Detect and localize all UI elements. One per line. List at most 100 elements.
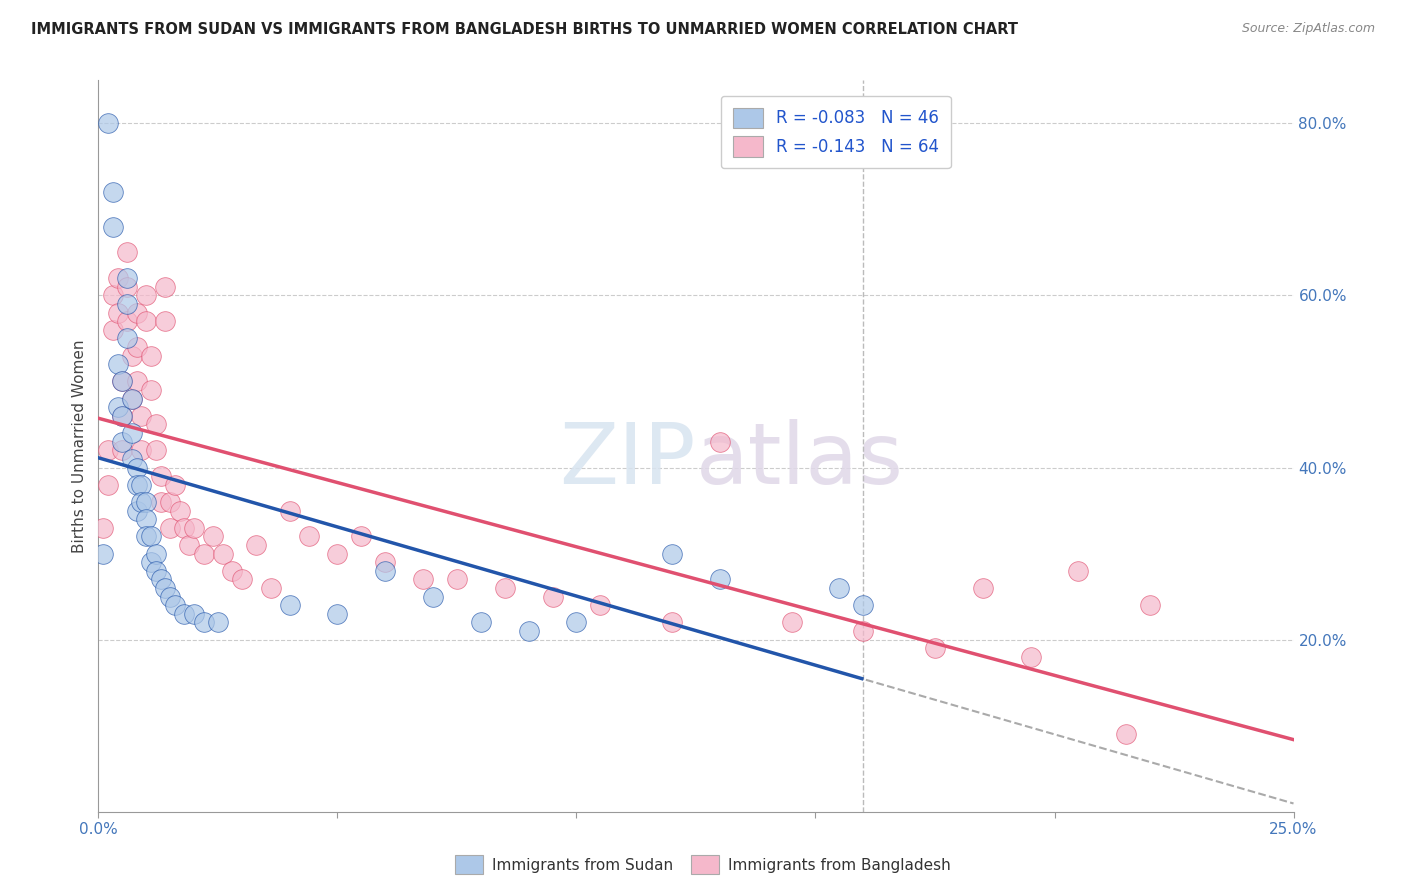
Point — [159, 521, 181, 535]
Point — [972, 581, 994, 595]
Point — [131, 477, 153, 491]
Point — [125, 503, 148, 517]
Point — [709, 573, 731, 587]
Point — [412, 573, 434, 587]
Point — [97, 116, 120, 130]
Point — [350, 529, 373, 543]
Point — [101, 185, 124, 199]
Point — [91, 547, 114, 561]
Point — [91, 521, 114, 535]
Point — [111, 409, 134, 423]
Point — [115, 245, 138, 260]
Point — [828, 581, 851, 595]
Point — [159, 590, 181, 604]
Point — [231, 573, 253, 587]
Legend: R = -0.083   N = 46, R = -0.143   N = 64: R = -0.083 N = 46, R = -0.143 N = 64 — [721, 96, 950, 169]
Point — [374, 564, 396, 578]
Point — [135, 529, 157, 543]
Point — [125, 305, 148, 319]
Point — [183, 607, 205, 621]
Point — [145, 417, 167, 432]
Point — [183, 521, 205, 535]
Point — [111, 375, 134, 389]
Point — [780, 615, 803, 630]
Point — [661, 615, 683, 630]
Point — [115, 331, 138, 345]
Point — [259, 581, 281, 595]
Point — [163, 477, 186, 491]
Point — [121, 451, 143, 466]
Point — [115, 314, 138, 328]
Point — [121, 392, 143, 406]
Point — [107, 357, 129, 371]
Point — [111, 434, 134, 449]
Point — [125, 460, 148, 475]
Point — [924, 641, 946, 656]
Point — [326, 607, 349, 621]
Point — [115, 271, 138, 285]
Point — [149, 469, 172, 483]
Point — [121, 392, 143, 406]
Point — [470, 615, 492, 630]
Point — [107, 305, 129, 319]
Point — [155, 280, 177, 294]
Point — [131, 443, 153, 458]
Point — [125, 477, 148, 491]
Point — [139, 529, 162, 543]
Point — [173, 607, 195, 621]
Point — [135, 512, 157, 526]
Point — [139, 383, 162, 397]
Point — [494, 581, 516, 595]
Point — [97, 477, 120, 491]
Point — [1139, 598, 1161, 612]
Point — [207, 615, 229, 630]
Point — [374, 555, 396, 569]
Point — [145, 547, 167, 561]
Point — [145, 443, 167, 458]
Point — [107, 401, 129, 415]
Point — [221, 564, 243, 578]
Point — [121, 426, 143, 441]
Point — [179, 538, 201, 552]
Point — [245, 538, 267, 552]
Point — [125, 375, 148, 389]
Point — [709, 434, 731, 449]
Point — [135, 495, 157, 509]
Point — [125, 340, 148, 354]
Point — [202, 529, 225, 543]
Point — [101, 323, 124, 337]
Legend: Immigrants from Sudan, Immigrants from Bangladesh: Immigrants from Sudan, Immigrants from B… — [449, 849, 957, 880]
Text: Source: ZipAtlas.com: Source: ZipAtlas.com — [1241, 22, 1375, 36]
Text: ZIP: ZIP — [560, 419, 696, 502]
Point — [111, 409, 134, 423]
Point — [589, 598, 612, 612]
Point — [131, 409, 153, 423]
Point — [107, 271, 129, 285]
Point — [422, 590, 444, 604]
Text: IMMIGRANTS FROM SUDAN VS IMMIGRANTS FROM BANGLADESH BIRTHS TO UNMARRIED WOMEN CO: IMMIGRANTS FROM SUDAN VS IMMIGRANTS FROM… — [31, 22, 1018, 37]
Point — [211, 547, 233, 561]
Point — [852, 624, 875, 638]
Point — [193, 547, 215, 561]
Point — [298, 529, 321, 543]
Point — [131, 495, 153, 509]
Point — [1115, 727, 1137, 741]
Point — [111, 443, 134, 458]
Point — [155, 581, 177, 595]
Point — [1067, 564, 1090, 578]
Point — [159, 495, 181, 509]
Y-axis label: Births to Unmarried Women: Births to Unmarried Women — [72, 339, 87, 553]
Point — [661, 547, 683, 561]
Point — [115, 280, 138, 294]
Point — [326, 547, 349, 561]
Point — [139, 555, 162, 569]
Point — [565, 615, 588, 630]
Point — [155, 314, 177, 328]
Point — [1019, 649, 1042, 664]
Point — [135, 288, 157, 302]
Point — [101, 288, 124, 302]
Point — [135, 314, 157, 328]
Point — [149, 573, 172, 587]
Point — [145, 564, 167, 578]
Point — [193, 615, 215, 630]
